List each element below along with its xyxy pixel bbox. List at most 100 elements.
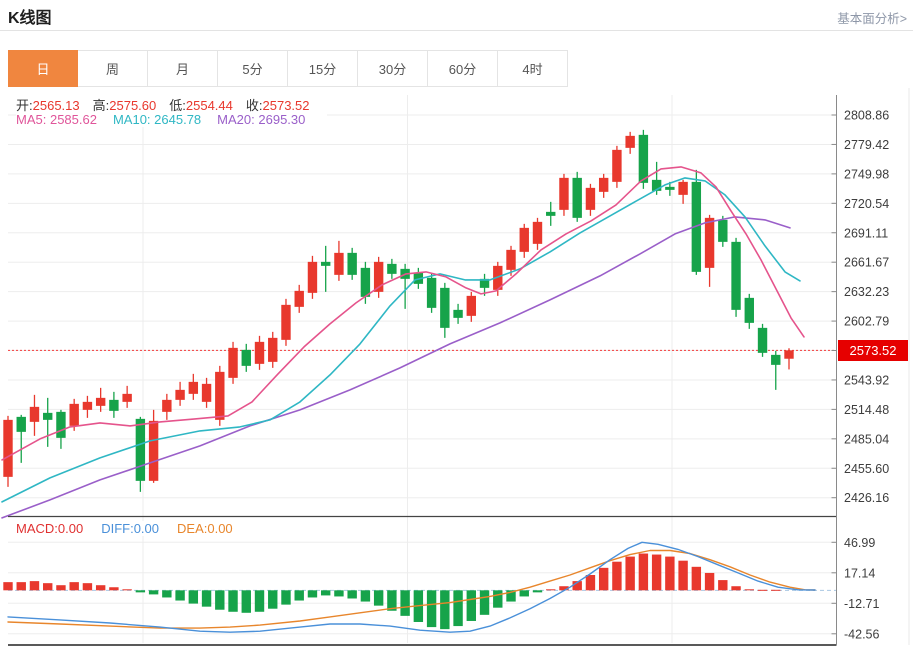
candle-up	[215, 371, 225, 420]
page-title: K线图	[8, 10, 52, 27]
candle-down	[387, 263, 397, 274]
ma-readout: MA5: 2585.62 MA10: 2645.78 MA20: 2695.30	[16, 112, 328, 127]
candle-up	[254, 341, 265, 364]
candle-up	[268, 337, 278, 362]
macd-bar-positive	[731, 586, 741, 591]
macd-bar-negative	[294, 590, 304, 601]
diff-value-readout: DIFF:0.00	[101, 521, 160, 536]
price-axis-label: 17.14	[844, 566, 875, 580]
macd-bar-negative	[135, 590, 146, 593]
candle-down	[638, 134, 649, 183]
price-axis-label: 2602.79	[844, 315, 889, 329]
candle-down	[744, 297, 754, 323]
candle-down	[135, 418, 146, 481]
macd-bar-negative	[201, 590, 212, 607]
tab-60min[interactable]: 60分	[428, 50, 498, 87]
macd-bar-positive	[16, 582, 26, 591]
tab-week[interactable]: 周	[78, 50, 148, 87]
high-readout: 高:2575.60	[92, 98, 157, 113]
candle-up	[95, 397, 106, 406]
fundamental-analysis-link[interactable]: 基本面分析>	[837, 12, 907, 26]
low-readout: 低:2554.44	[169, 98, 233, 113]
price-axis-label: 2455.60	[844, 462, 889, 476]
macd-bar-positive	[691, 566, 702, 591]
candle-up	[3, 419, 13, 477]
price-axis-label: 2514.48	[844, 403, 889, 417]
candle-up	[334, 252, 344, 275]
ma20-readout: MA20: 2695.30	[217, 112, 306, 127]
macd-bar-negative	[188, 590, 199, 604]
tab-30min[interactable]: 30分	[358, 50, 428, 87]
price-axis-label: 46.99	[844, 536, 875, 550]
open-readout: 开:2565.13	[16, 98, 80, 113]
tab-day[interactable]: 日	[8, 50, 78, 87]
macd-bar-negative	[400, 590, 410, 616]
tab-4hour[interactable]: 4时	[498, 50, 568, 87]
candle-down	[718, 219, 728, 242]
candle-up	[585, 187, 596, 210]
macd-bar-positive	[771, 589, 781, 591]
price-axis-label: 2749.98	[844, 167, 889, 181]
price-axis-label: -42.56	[844, 627, 879, 641]
macd-bar-positive	[718, 580, 728, 591]
price-axis-label: 2632.23	[844, 285, 889, 299]
macd-bar-negative	[254, 590, 265, 612]
candle-down	[546, 211, 556, 216]
candle-up	[598, 177, 609, 192]
candle-up	[175, 389, 185, 400]
ma5-readout: MA5: 2585.62	[16, 112, 97, 127]
candle-up	[69, 403, 79, 426]
candle-up	[373, 261, 384, 292]
tab-month[interactable]: 月	[148, 50, 218, 87]
macd-bar-positive	[69, 582, 79, 591]
candle-down	[320, 261, 331, 266]
macd-line-dea	[7, 549, 816, 629]
macd-bar-negative	[493, 590, 503, 608]
candle-up	[148, 420, 159, 481]
candle-down	[16, 416, 26, 432]
candle-up	[307, 261, 318, 293]
candle-down	[109, 399, 119, 411]
macd-bar-positive	[651, 554, 662, 591]
candle-up	[678, 181, 688, 195]
candle-up	[612, 149, 622, 182]
candle-down	[731, 241, 741, 310]
price-axis-label: 2426.16	[844, 491, 889, 505]
candle-down	[453, 309, 463, 318]
candle-up	[201, 383, 212, 402]
candle-down	[440, 287, 450, 328]
candle-up	[784, 350, 794, 359]
candle-down	[651, 179, 662, 191]
tab-15min[interactable]: 15分	[288, 50, 358, 87]
macd-bar-negative	[320, 590, 331, 596]
candle-up	[29, 406, 40, 422]
current-price-badge: 2573.52	[838, 339, 908, 361]
candle-down	[757, 327, 768, 353]
candle-down	[665, 186, 675, 190]
macd-bar-negative	[479, 590, 490, 615]
macd-bar-negative	[334, 590, 344, 597]
macd-bar-positive	[704, 572, 715, 591]
candle-down	[572, 177, 582, 218]
candle-up	[532, 221, 543, 244]
macd-bar-positive	[572, 581, 582, 591]
candle-down	[56, 411, 66, 438]
candle-up	[466, 295, 477, 316]
price-axis-label: -12.71	[844, 597, 879, 611]
macd-bar-negative	[426, 590, 437, 628]
macd-bar-positive	[638, 553, 649, 591]
macd-readout: MACD:0.00 DIFF:0.00 DEA:0.00	[16, 521, 257, 536]
ma-line-ma10	[1, 177, 801, 503]
macd-bar-positive	[56, 585, 66, 591]
macd-bar-negative	[532, 590, 543, 593]
price-axis-label: 2543.92	[844, 373, 889, 387]
macd-line-diff	[7, 541, 816, 633]
macd-bar-negative	[373, 590, 384, 606]
candle-up	[82, 401, 93, 410]
macd-bar-negative	[228, 590, 238, 612]
price-axis-label: 2779.42	[844, 138, 889, 152]
candle-up	[228, 347, 238, 378]
tab-5min[interactable]: 5分	[218, 50, 288, 87]
